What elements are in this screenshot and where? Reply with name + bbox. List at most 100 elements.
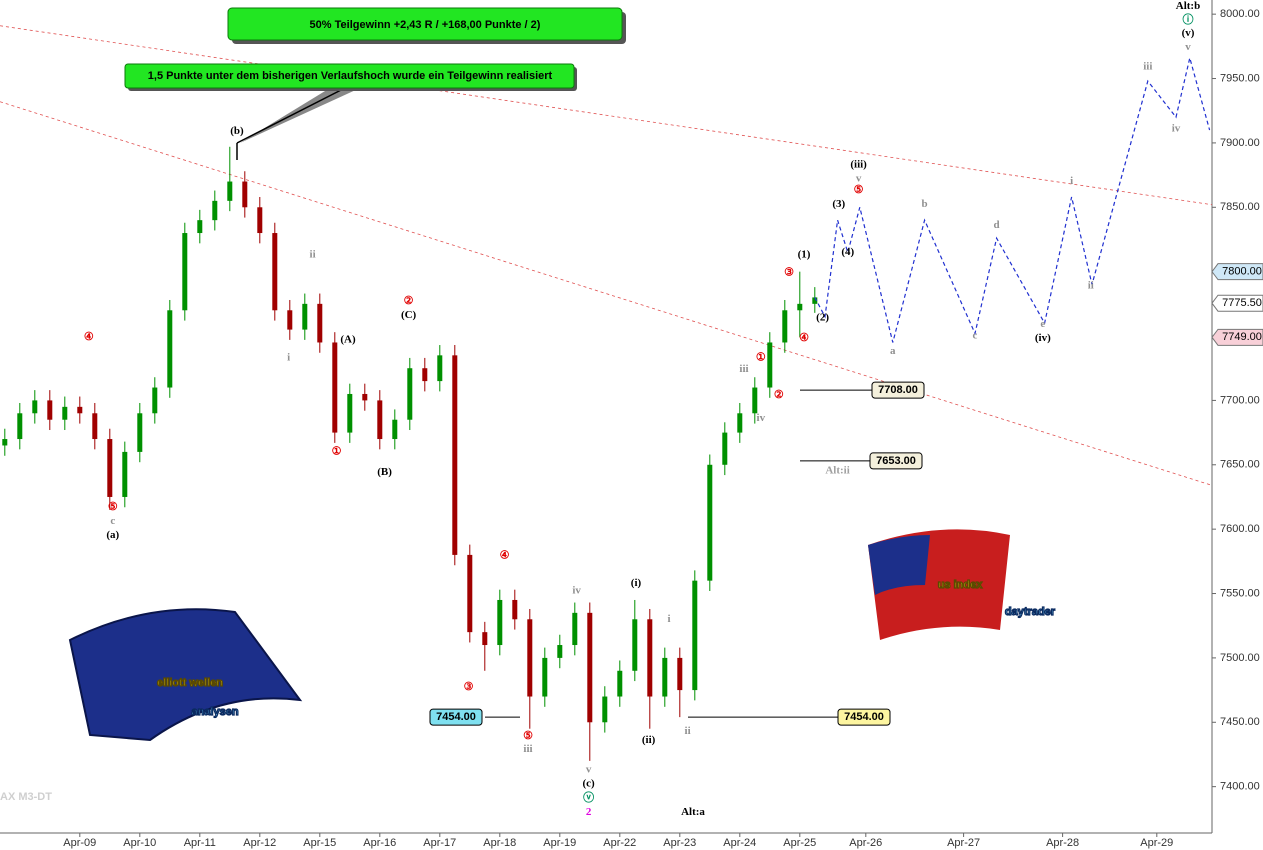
x-tick-label: Apr-10 [123,837,156,849]
wave-label: e [1040,318,1045,330]
candle-body [737,413,743,433]
candle-body [662,657,668,697]
wave-label: ② [774,389,784,401]
x-tick-label: Apr-29 [1140,837,1173,849]
wave-label: v [1185,41,1191,53]
y-tick-label: 7500.00 [1220,652,1260,664]
candle-body [587,612,593,723]
candle-body [617,670,623,697]
price-tag [1211,328,1263,346]
price-tag [1211,294,1263,312]
candle-body [152,387,158,414]
candle-body [452,355,458,555]
y-tick-label: 7700.00 [1220,394,1260,406]
wave-label: ④ [500,550,510,562]
wave-label: (i) [631,577,642,589]
x-tick-label: Apr-19 [543,837,576,849]
wave-label: d [994,219,1000,231]
candle-body [272,233,278,311]
wave-label: (iv) [1035,332,1051,344]
wave-label: (ii) [642,734,656,746]
candle-body [257,207,263,234]
wave-label: a [890,345,896,357]
x-tick-label: Apr-09 [63,837,96,849]
candle-body [467,554,473,633]
candle-body [47,400,53,420]
wave-label: (2) [816,312,829,324]
y-tick-label: 7550.00 [1220,587,1260,599]
logo-right: us index daytrader [868,529,1056,640]
wave-label: ① [756,351,766,363]
candle-body [602,696,608,723]
wave-label: v [856,172,862,184]
wave-label: ⑤ [108,501,118,513]
wave-label: 2 [586,806,592,818]
wave-label: i [1070,175,1073,187]
trendline [0,101,1213,486]
candle-body [197,220,203,234]
wave-label: ③ [784,266,794,278]
wave-label: (A) [340,333,356,345]
x-tick-label: Apr-24 [723,837,756,849]
price-tag [1211,263,1263,281]
logo-text: daytrader [1005,606,1056,618]
candle-body [212,200,218,221]
wave-label: i [667,613,670,625]
wave-label: iii [523,743,532,755]
candle-body [497,599,503,646]
price-tag-label: 7775.50 [1222,297,1262,309]
candle-body [647,619,653,697]
wave-label: ④ [84,331,94,343]
wave-label: (4) [841,246,854,258]
projection-line [814,57,1211,343]
price-tag-label: 7800.00 [1222,266,1262,278]
candle-body [137,413,143,452]
y-tick-label: 7900.00 [1220,137,1260,149]
wave-label: Alt:b [1176,0,1200,12]
logo-text: analysen [191,706,238,718]
candle-body [407,368,413,420]
candle-body [242,181,248,208]
wave-label: iv [572,584,581,596]
price-tag-label: 7749.00 [1222,331,1262,343]
x-tick-label: Apr-15 [303,837,336,849]
wave-label: (c) [582,778,595,790]
x-tick-label: Apr-17 [423,837,456,849]
candle-body [77,406,83,414]
logo-flag [868,535,930,595]
wave-label: iii [739,363,748,375]
candle-body [572,612,578,646]
y-tick-label: 7600.00 [1220,523,1260,535]
wave-label: (1) [798,248,811,260]
wave-label: ii [310,248,316,260]
candle-body [482,632,488,646]
subtitle-box [124,63,575,89]
y-tick-label: 7450.00 [1220,716,1260,728]
x-tick-label: Apr-18 [483,837,516,849]
x-tick-label: Apr-12 [243,837,276,849]
wave-label: ③ [464,681,474,693]
logo-text: us index [938,579,984,591]
level-label: 7454.00 [436,711,476,723]
wave-label: (3) [832,198,845,210]
candle-body [692,580,698,691]
level-label: 7454.00 [844,711,884,723]
candle-body [167,310,173,388]
candle-body [2,439,8,446]
candle-body [527,619,533,697]
level-label: 7653.00 [876,455,916,467]
chart-title: 50% Teilgewinn +2,43 R / +168,00 Punkte … [310,19,541,31]
wave-label: ⑤ [854,184,864,196]
chart-subtitle: 1,5 Punkte unter dem bisherigen Verlaufs… [148,70,553,82]
candle-body [557,645,563,658]
wave-label: c [973,330,978,342]
level-label: 7708.00 [878,384,918,396]
x-tick-label: Apr-28 [1046,837,1079,849]
candle-body [722,432,728,465]
wave-label: b [922,198,928,210]
candle-body [227,181,233,201]
candle-body [182,233,188,311]
title-box [227,7,623,41]
